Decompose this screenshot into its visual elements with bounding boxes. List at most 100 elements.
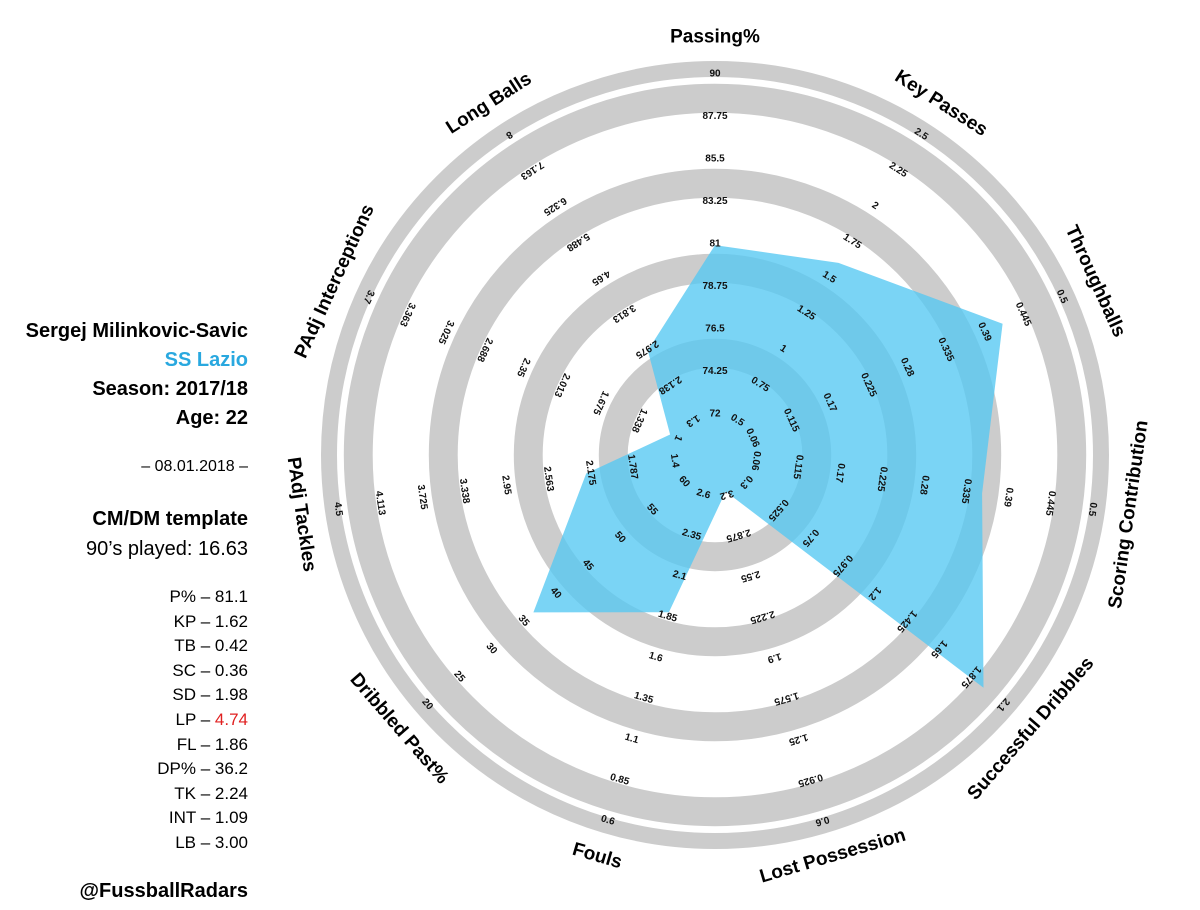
tick-label: 90: [709, 69, 721, 80]
stat-value: 3.00: [214, 833, 248, 852]
stat-value: 0.42: [214, 636, 248, 656]
tick-label: 76.5: [705, 324, 725, 335]
tick-label: 2.563: [541, 466, 556, 493]
tick-label: 2: [870, 200, 881, 212]
radar-chart: 7274.2576.578.758183.2585.587.7590Passin…: [283, 27, 1153, 888]
stat-abbr: SD –: [172, 685, 215, 705]
radar-ring: [428, 168, 1002, 742]
season-label: Season: 2017/18: [92, 378, 248, 400]
tick-label: 1.6: [647, 650, 664, 665]
date-label: – 08.01.2018 –: [141, 458, 248, 475]
axis-label: Scoring Contribution: [1105, 419, 1153, 610]
stat-value: 0.36: [214, 660, 248, 680]
stat-row: TB – 0.42: [174, 636, 248, 656]
stat-row: INT – 1.09: [169, 808, 248, 828]
tick-label: 0.225: [875, 466, 890, 493]
tick-label: 8: [503, 128, 514, 140]
tick-label: 87.75: [702, 111, 727, 122]
stat-value: 4.74: [214, 710, 248, 729]
tick-label: 1.25: [787, 731, 809, 747]
stat-row: FL – 1.86: [177, 735, 248, 755]
stat-value: 81.1: [214, 587, 248, 606]
stat-row: LB – 3.00: [175, 833, 248, 853]
stat-value: 1.09: [214, 808, 248, 828]
stat-abbr: TB –: [174, 636, 215, 656]
stat-abbr: LB –: [175, 833, 215, 852]
tick-label: 2.6: [695, 487, 712, 502]
age-label: Age: 22: [175, 407, 248, 429]
tick-label: 3.2: [718, 487, 735, 502]
tick-label: 1.9: [766, 650, 783, 665]
tick-label: 0.17: [833, 462, 847, 483]
tick-label: 4.113: [373, 490, 387, 516]
stat-abbr: SC –: [172, 660, 215, 680]
tick-label: 2.1: [671, 569, 688, 584]
stat-abbr: P% –: [169, 587, 215, 606]
axis-label: Fouls: [570, 839, 625, 873]
stat-value: 1.62: [214, 611, 248, 631]
stat-row: SC – 0.36: [172, 661, 248, 681]
tick-label: 2.35: [681, 527, 703, 543]
stat-abbr: FL –: [176, 734, 215, 754]
tick-label: 1.85: [657, 609, 679, 625]
tick-label: 3.7: [360, 288, 376, 306]
tick-label: 3.725: [415, 484, 430, 511]
stat-row: SD – 1.98: [172, 685, 248, 705]
stat-row: P% – 81.1: [170, 587, 248, 607]
stat-value: 1.86: [214, 734, 248, 754]
stat-abbr: LP –: [175, 710, 215, 729]
tick-label: 2.35: [514, 356, 532, 379]
tick-label: 0.28: [917, 475, 931, 496]
stat-value: 2.24: [214, 783, 248, 803]
tick-label: 1: [671, 433, 683, 443]
axis-label: PAdj Tackles: [283, 456, 320, 573]
player-name: Sergej Milinkovic-Savic: [25, 320, 248, 342]
tick-label: 2.175: [583, 460, 598, 487]
radar-area: [533, 245, 1003, 688]
radar-ring: [343, 83, 1087, 827]
tick-label: 78.75: [702, 281, 727, 292]
tick-label: 72: [709, 409, 721, 420]
tick-label: 0.6: [814, 813, 831, 828]
tick-label: 1: [778, 343, 789, 355]
tick-label: 30: [484, 641, 500, 657]
played-label: 90’s played: 16.63: [86, 538, 248, 560]
stat-value: 1.98: [214, 685, 248, 705]
tick-label: 83.25: [702, 196, 727, 207]
stat-value: 36.2: [214, 759, 248, 779]
tick-label: 1.4: [668, 453, 681, 469]
tick-label: 0.445: [1043, 490, 1058, 517]
tick-label: 0.335: [959, 478, 974, 505]
axis-label: Passing%: [670, 27, 760, 48]
tick-label: 0.06: [749, 450, 763, 471]
tick-label: 0.85: [609, 772, 631, 788]
stat-row: TK – 2.24: [174, 784, 248, 804]
stat-row: LP – 4.74: [176, 710, 248, 730]
stat-abbr: INT –: [168, 808, 215, 828]
stat-abbr: DP% –: [157, 759, 215, 779]
tick-label: 0.5: [1086, 502, 1099, 518]
template-label: CM/DM template: [92, 508, 248, 530]
tick-label: 2.55: [739, 568, 761, 584]
tick-label: 1.787: [625, 454, 640, 481]
tick-label: 1.1: [623, 732, 640, 747]
player-info-panel: Sergej Milinkovic-Savic SS Lazio Season:…: [0, 0, 248, 910]
tick-label: 1.35: [633, 690, 655, 706]
stat-abbr: TK –: [174, 783, 215, 803]
radar-ring: [321, 61, 1109, 849]
tick-label: 0.6: [599, 813, 616, 828]
stat-row: DP% – 36.2: [157, 759, 248, 779]
tick-label: 74.25: [702, 366, 727, 377]
stat-row: KP – 1.62: [174, 612, 248, 632]
tick-label: 85.5: [705, 154, 725, 165]
tick-label: 81: [709, 239, 721, 250]
axis-label: Key Passes: [891, 66, 991, 141]
club-name: SS Lazio: [164, 349, 248, 371]
tick-label: 0.5: [1054, 288, 1070, 306]
stat-abbr: KP –: [173, 611, 215, 631]
tick-label: 0.39: [1001, 487, 1015, 508]
tick-label: 3.338: [457, 478, 472, 505]
tick-label: 2.95: [499, 475, 513, 496]
tick-label: 4.5: [331, 502, 344, 518]
twitter-handle: @FussballRadars: [79, 880, 248, 902]
